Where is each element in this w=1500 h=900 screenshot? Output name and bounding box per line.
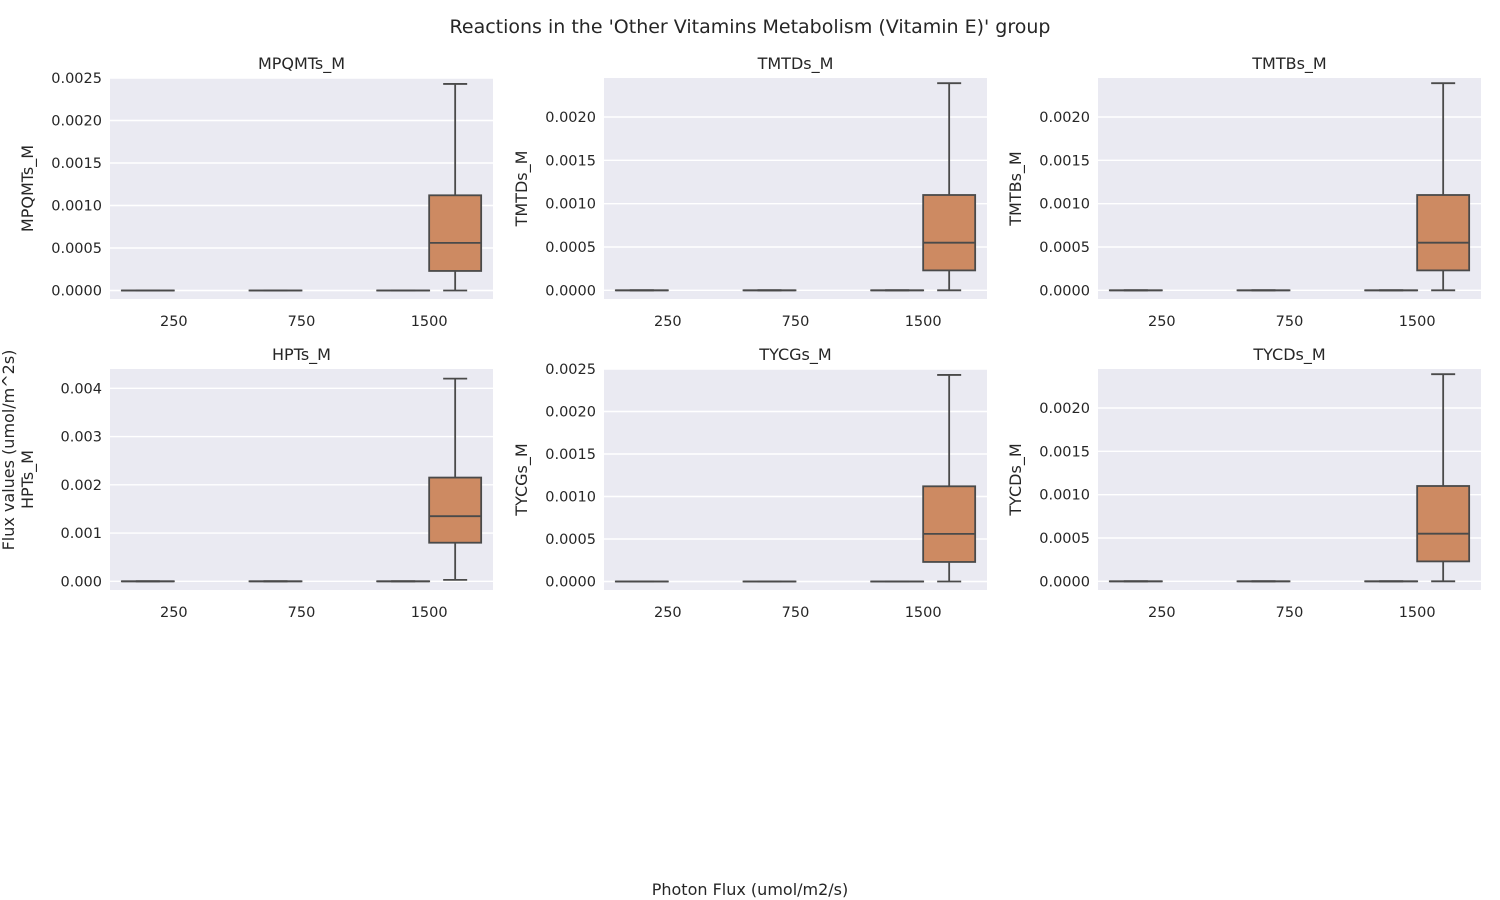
xtick-label: 1500 xyxy=(1399,314,1436,330)
xtick-label: 750 xyxy=(288,605,316,621)
box-body xyxy=(1416,485,1471,563)
ytick-label: 0.0000 xyxy=(1039,574,1090,590)
ytick-label: 0.003 xyxy=(60,430,102,446)
y-axis-label: HPTs_M xyxy=(18,450,38,509)
box-1500-s2 xyxy=(1416,82,1471,292)
xtick-label: 250 xyxy=(160,605,188,621)
ytick-label: 0.002 xyxy=(60,478,102,494)
y-axis-label: TYCDs_M xyxy=(1006,443,1026,516)
box-body xyxy=(428,476,483,544)
y-axis-label: TMTBs_M xyxy=(1006,151,1026,226)
ytick-label: 0.0020 xyxy=(51,114,102,130)
xtick-label: 250 xyxy=(160,314,188,330)
panel-title: TMTDs_M xyxy=(757,54,834,74)
ytick-label: 0.0020 xyxy=(1039,401,1090,417)
ytick-label: 0.0000 xyxy=(545,283,596,299)
ytick-label: 0.000 xyxy=(60,574,102,590)
box-1500-s2 xyxy=(428,377,483,581)
panel-1: 0.0000 0.0005 0.0010 0.0015 0.0020 0.0025 250 7… xyxy=(18,54,493,330)
ytick-label: 0.0000 xyxy=(545,575,596,591)
ytick-label: 0.0010 xyxy=(51,199,102,215)
y-axis-label: MPQMTs_M xyxy=(18,145,38,232)
ytick-label: 0.004 xyxy=(60,381,102,397)
ytick-label: 0.0015 xyxy=(1039,153,1090,169)
xtick-label: 250 xyxy=(654,605,682,621)
ytick-label: 0.0025 xyxy=(51,71,102,87)
y-axis-label: TYCGs_M xyxy=(512,443,532,516)
ytick-label: 0.0020 xyxy=(1039,110,1090,126)
xtick-label: 250 xyxy=(1148,314,1176,330)
panels: 0.0000 0.0005 0.0010 0.0015 0.0020 0.0025 250 7… xyxy=(18,54,1481,621)
panel-title: TYCGs_M xyxy=(758,345,831,365)
xtick-label: 1500 xyxy=(905,314,942,330)
panel-title: MPQMTs_M xyxy=(258,54,345,74)
ytick-label: 0.0015 xyxy=(545,447,596,463)
xtick-label: 1500 xyxy=(411,605,448,621)
ytick-label: 0.0025 xyxy=(545,362,596,378)
panel-title: TYCDs_M xyxy=(1252,345,1325,365)
ytick-label: 0.0005 xyxy=(1039,531,1090,547)
xtick-label: 250 xyxy=(1148,605,1176,621)
panel-title: TMTBs_M xyxy=(1251,54,1326,74)
ytick-label: 0.0005 xyxy=(545,532,596,548)
box-body xyxy=(428,194,483,272)
xtick-label: 250 xyxy=(654,314,682,330)
ytick-label: 0.0005 xyxy=(545,240,596,256)
ytick-label: 0.0010 xyxy=(545,197,596,213)
panel-2: 0.0000 0.0005 0.0010 0.0015 0.0020 250 750 1500… xyxy=(512,54,987,330)
xtick-label: 1500 xyxy=(1399,605,1436,621)
panel-3: 0.0000 0.0005 0.0010 0.0015 0.0020 250 750 1500… xyxy=(1006,54,1481,330)
y-axis-label: TMTDs_M xyxy=(512,151,532,228)
box-body xyxy=(1416,194,1471,272)
panel-title: HPTs_M xyxy=(272,345,331,365)
ytick-label: 0.0010 xyxy=(1039,197,1090,213)
figure-title: Reactions in the 'Other Vitamins Metabol… xyxy=(450,16,1051,38)
xtick-label: 750 xyxy=(1276,605,1304,621)
xtick-label: 750 xyxy=(782,314,810,330)
ytick-label: 0.0000 xyxy=(1039,283,1090,299)
ytick-label: 0.001 xyxy=(60,526,102,542)
xtick-label: 750 xyxy=(288,314,316,330)
ytick-label: 0.0015 xyxy=(51,156,102,172)
box-1500-s2 xyxy=(922,82,977,292)
panel-5: 0.0000 0.0005 0.0010 0.0015 0.0020 0.0025 250 7… xyxy=(512,345,987,621)
panel-4: 0.000 0.001 0.002 0.003 0.004 250 750 1500 HPTs_… xyxy=(18,345,493,621)
ytick-label: 0.0000 xyxy=(51,284,102,300)
figure-supylabel: Flux values (umol/m^2s) xyxy=(0,350,18,551)
xtick-label: 1500 xyxy=(411,314,448,330)
box-body xyxy=(922,194,977,272)
ytick-label: 0.0010 xyxy=(545,490,596,506)
xtick-label: 750 xyxy=(1276,314,1304,330)
box-body xyxy=(922,485,977,563)
panel-6: 0.0000 0.0005 0.0010 0.0015 0.0020 250 750 1500… xyxy=(1006,345,1481,621)
ytick-label: 0.0020 xyxy=(545,110,596,126)
box-1500-s2 xyxy=(428,83,483,292)
ytick-label: 0.0015 xyxy=(545,153,596,169)
box-1500-s2 xyxy=(922,374,977,583)
ytick-label: 0.0005 xyxy=(51,241,102,257)
xtick-label: 1500 xyxy=(905,605,942,621)
box-1500-s2 xyxy=(1416,373,1471,583)
ytick-label: 0.0010 xyxy=(1039,488,1090,504)
ytick-label: 0.0015 xyxy=(1039,444,1090,460)
figure-supxlabel: Photon Flux (umol/m2/s) xyxy=(652,880,849,899)
ytick-label: 0.0020 xyxy=(545,405,596,421)
ytick-label: 0.0005 xyxy=(1039,240,1090,256)
xtick-label: 750 xyxy=(782,605,810,621)
